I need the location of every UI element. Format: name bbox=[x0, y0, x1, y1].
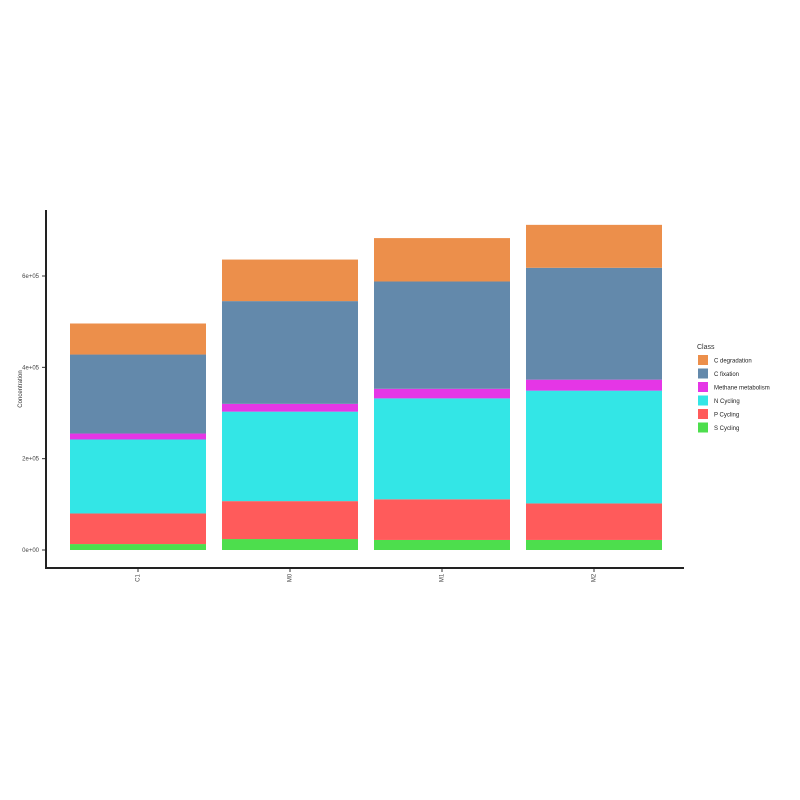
legend-label-methane-metabolism: Methane metabolism bbox=[714, 386, 770, 392]
bar-segment-m2-c-degradation bbox=[526, 224, 662, 268]
y-tick-label: 4e+05 bbox=[22, 365, 40, 371]
bar-segment-c1-n-cycling bbox=[70, 439, 206, 514]
x-tick-label: M0 bbox=[288, 573, 294, 582]
x-tick-label: C1 bbox=[136, 574, 142, 582]
legend-label-c-fixation: C fixation bbox=[714, 372, 739, 378]
bar-segment-m2-c-fixation bbox=[526, 267, 662, 380]
bar-segment-m0-n-cycling bbox=[222, 411, 358, 502]
legend-swatch-methane-metabolism bbox=[698, 382, 708, 392]
bar-segment-m0-methane-metabolism bbox=[222, 403, 358, 412]
bar-segment-m2-p-cycling bbox=[526, 503, 662, 540]
bar-segment-m1-s-cycling bbox=[374, 539, 510, 550]
bar-segment-m2-n-cycling bbox=[526, 390, 662, 504]
bar-segment-c1-c-degradation bbox=[70, 323, 206, 355]
legend-swatch-c-degradation bbox=[698, 355, 708, 365]
bar-segment-m1-p-cycling bbox=[374, 499, 510, 540]
bar-segment-m0-s-cycling bbox=[222, 539, 358, 550]
legend-swatch-n-cycling bbox=[698, 395, 708, 406]
x-tick-label: M2 bbox=[592, 573, 598, 582]
bar-segment-m1-methane-metabolism bbox=[374, 388, 510, 399]
bar-segment-m0-p-cycling bbox=[222, 501, 358, 540]
bar-segment-m0-c-fixation bbox=[222, 301, 358, 404]
bar-segment-c1-methane-metabolism bbox=[70, 433, 206, 440]
legend-label-s-cycling: S Cycling bbox=[714, 426, 739, 432]
bar-segment-m1-n-cycling bbox=[374, 398, 510, 500]
legend-label-p-cycling: P Cycling bbox=[714, 413, 739, 419]
y-tick-label: 6e+05 bbox=[22, 274, 40, 280]
bar-segment-m2-methane-metabolism bbox=[526, 379, 662, 391]
bar-segment-c1-c-fixation bbox=[70, 354, 206, 434]
legend-label-c-degradation: C degradation bbox=[714, 359, 752, 365]
legend-swatch-s-cycling bbox=[698, 422, 708, 433]
bar-segment-m2-s-cycling bbox=[526, 539, 662, 550]
legend-label-n-cycling: N Cycling bbox=[714, 399, 740, 405]
y-tick-label: 0e+00 bbox=[22, 548, 40, 554]
bars-group bbox=[70, 224, 662, 550]
x-axis-ticks: C1 M0 M1 M2 bbox=[136, 568, 598, 582]
y-axis-ticks: 0e+00 2e+05 4e+05 6e+05 bbox=[22, 274, 46, 554]
legend-title: Class bbox=[697, 344, 715, 351]
bar-segment-c1-s-cycling bbox=[70, 544, 206, 550]
legend-swatch-c-fixation bbox=[698, 368, 708, 379]
y-axis-title: Concentration bbox=[18, 370, 24, 407]
legend-swatch-p-cycling bbox=[698, 409, 708, 419]
legend: Class C degradation C fixation Methane met… bbox=[697, 344, 770, 433]
bar-segment-m0-c-degradation bbox=[222, 259, 358, 302]
bar-segment-c1-p-cycling bbox=[70, 513, 206, 545]
x-tick-label: M1 bbox=[440, 573, 446, 582]
bar-segment-m1-c-fixation bbox=[374, 281, 510, 389]
bar-segment-m1-c-degradation bbox=[374, 238, 510, 282]
y-tick-label: 2e+05 bbox=[22, 457, 40, 463]
